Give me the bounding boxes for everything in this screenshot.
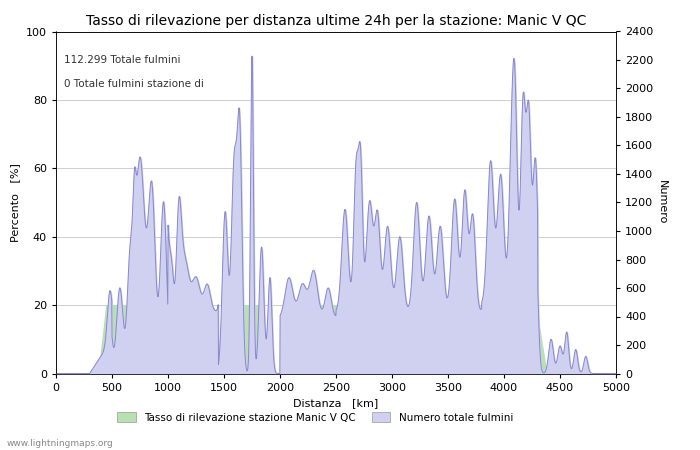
Y-axis label: Numero: Numero bbox=[657, 180, 667, 225]
Text: www.lightningmaps.org: www.lightningmaps.org bbox=[7, 439, 113, 448]
Legend: Tasso di rilevazione stazione Manic V QC, Numero totale fulmini: Tasso di rilevazione stazione Manic V QC… bbox=[113, 408, 517, 427]
Text: 112.299 Totale fulmini: 112.299 Totale fulmini bbox=[64, 55, 181, 65]
X-axis label: Distanza   [km]: Distanza [km] bbox=[293, 398, 379, 408]
Text: 0 Totale fulmini stazione di: 0 Totale fulmini stazione di bbox=[64, 79, 204, 90]
Y-axis label: Percento   [%]: Percento [%] bbox=[10, 163, 20, 242]
Title: Tasso di rilevazione per distanza ultime 24h per la stazione: Manic V QC: Tasso di rilevazione per distanza ultime… bbox=[86, 14, 586, 27]
